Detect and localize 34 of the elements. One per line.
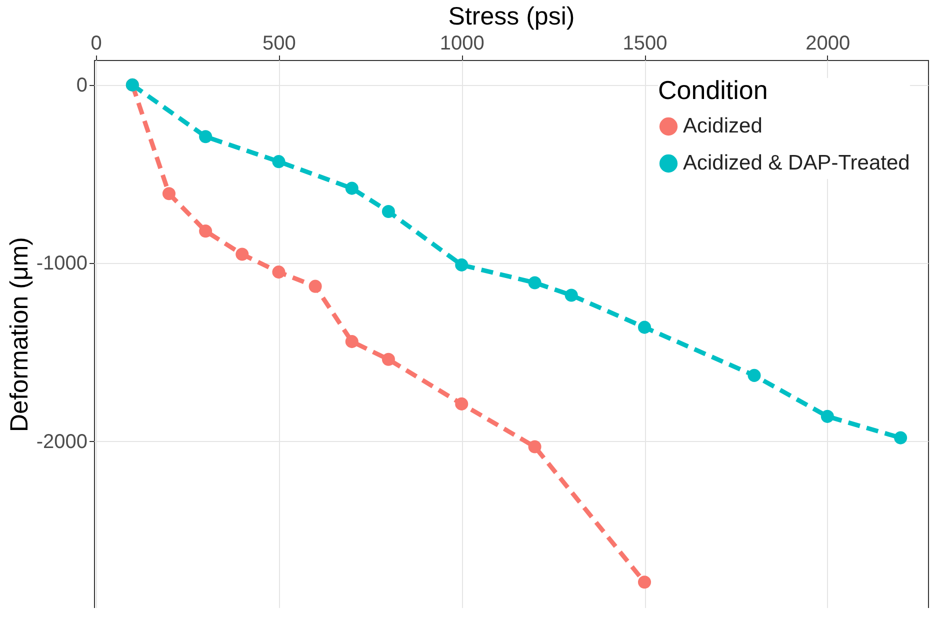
legend-label: Acidized	[683, 114, 762, 138]
point	[345, 182, 358, 195]
x-tick-label: 500	[262, 32, 296, 54]
point	[564, 288, 578, 302]
x-tick-label: 2000	[806, 32, 850, 54]
point	[528, 440, 542, 454]
point	[236, 248, 249, 261]
point	[272, 155, 286, 168]
y-tick-label: 0	[76, 74, 88, 96]
y-axis-title: Deformation (μm)	[5, 237, 34, 432]
point	[455, 397, 468, 410]
x-tick-label: 1500	[622, 32, 668, 54]
point	[820, 410, 834, 423]
legend-title: Condition	[658, 75, 768, 105]
point	[199, 130, 212, 144]
point	[455, 258, 468, 272]
point	[345, 335, 358, 348]
point	[638, 576, 652, 589]
x-tick-label: 0	[90, 32, 102, 54]
point	[272, 266, 286, 279]
point	[894, 431, 908, 444]
point	[748, 368, 761, 382]
point	[199, 224, 212, 238]
point	[308, 280, 322, 293]
point	[382, 352, 395, 366]
y-tick-label: -2000	[36, 430, 88, 453]
point	[382, 204, 395, 218]
point	[528, 276, 542, 290]
x-axis-title: Stress (psi)	[448, 2, 575, 30]
legend-label: Acidized & DAP-Treated	[683, 152, 910, 174]
x-tick-label: 1000	[440, 32, 484, 54]
point	[162, 187, 176, 200]
y-tick-label: -1000	[36, 252, 88, 275]
point	[638, 320, 652, 334]
